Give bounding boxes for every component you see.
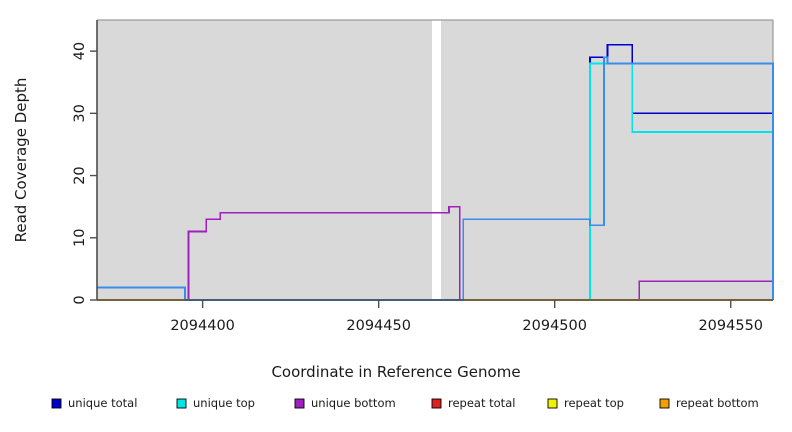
y-axis-ticks: 0 10 20 30 40: [72, 42, 97, 305]
legend-swatch-repeat-bottom: [659, 398, 670, 409]
legend-swatch-unique-top: [176, 398, 187, 409]
legend: unique total unique top unique bottom repea…: [51, 396, 759, 410]
legend-swatch-unique-bottom: [294, 398, 305, 409]
x-tick-label: 2094500: [522, 318, 587, 334]
legend-label-repeat-total: repeat total: [448, 396, 515, 410]
x-tick-label: 2094450: [346, 318, 411, 334]
x-axis-ticks: 2094400 2094450 2094500 2094550: [170, 300, 763, 334]
x-axis-title: Coordinate in Reference Genome: [271, 363, 520, 381]
legend-label-unique-top: unique top: [193, 396, 255, 410]
y-tick-label: 20: [72, 166, 88, 184]
series-line-coverage-overlay: [97, 56, 774, 301]
y-tick-label: 30: [72, 104, 88, 122]
legend-swatch-unique-total: [51, 398, 62, 409]
y-axis-title: Read Coverage Depth: [12, 78, 30, 243]
legend-label-unique-bottom: unique bottom: [311, 396, 396, 410]
y-tick-label: 10: [72, 229, 88, 247]
y-tick-label: 40: [72, 42, 88, 60]
legend-label-repeat-bottom: repeat bottom: [676, 396, 759, 410]
legend-swatch-repeat-total: [431, 398, 442, 409]
data-gap-band: [432, 20, 441, 300]
x-tick-label: 2094550: [698, 318, 763, 334]
x-tick-label: 2094400: [170, 318, 235, 334]
legend-label-unique-total: unique total: [68, 396, 137, 410]
legend-swatch-repeat-top: [547, 398, 558, 409]
legend-label-repeat-top: repeat top: [564, 396, 624, 410]
y-tick-label: 0: [72, 295, 88, 304]
